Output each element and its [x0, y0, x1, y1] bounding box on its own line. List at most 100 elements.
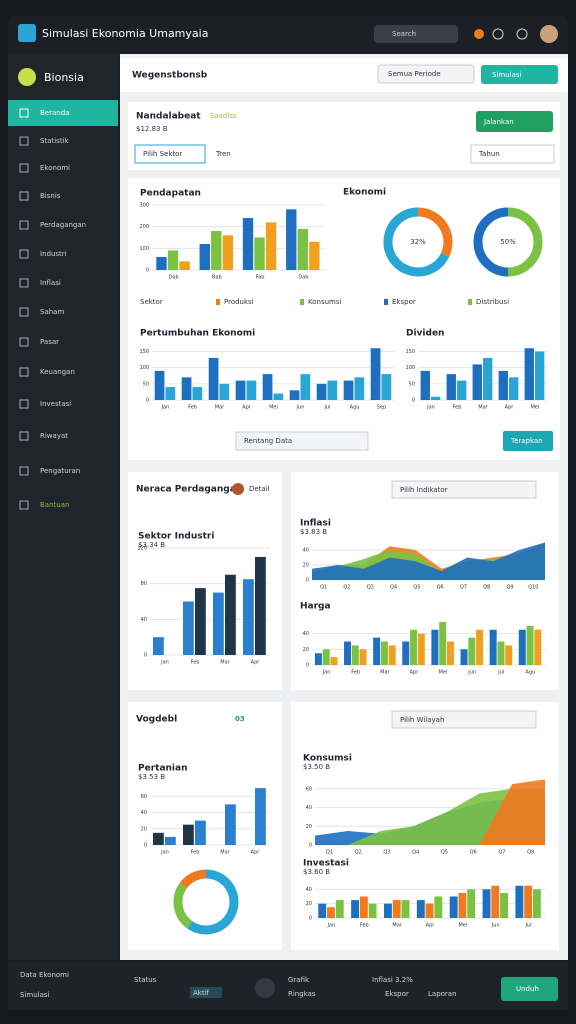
y-tick-label: 40	[141, 617, 147, 623]
y-tick-label: 60	[306, 786, 312, 792]
bar	[246, 380, 257, 400]
bar	[351, 900, 360, 918]
footer-pill	[190, 987, 222, 998]
bar	[489, 629, 497, 665]
bar	[262, 374, 273, 400]
footer-a: Data Ekonomi	[20, 971, 69, 979]
donut-center: 50%	[500, 238, 516, 246]
bar	[213, 592, 224, 655]
menu-active	[8, 100, 118, 126]
run-button[interactable]	[476, 111, 553, 132]
menu-icon	[19, 431, 29, 441]
x-tick-label: Q2	[355, 850, 362, 856]
chart-subtitle: $3.34 B	[138, 541, 165, 549]
menu-item[interactable]: Ekonomi	[40, 164, 70, 172]
region-dropdown[interactable]	[391, 710, 537, 729]
bar	[330, 657, 338, 665]
run-text: Jalankan	[483, 118, 514, 126]
bar	[273, 393, 284, 400]
donut-slice	[186, 869, 239, 935]
bar	[211, 231, 222, 270]
x-tick-label: Mar	[220, 850, 230, 856]
menu-item[interactable]: Beranda	[40, 109, 69, 117]
overview-panel	[128, 178, 560, 460]
legend-label: Sektor	[140, 298, 163, 306]
period-dropdown[interactable]	[377, 64, 475, 84]
simulate-button[interactable]	[481, 65, 558, 84]
menu-item[interactable]: Bantuan	[40, 501, 69, 509]
x-tick-label: Q6	[470, 850, 477, 856]
chart-title: Sektor Industri	[138, 532, 214, 542]
y-tick-label: 0	[146, 268, 149, 274]
menu-item[interactable]: Investasi	[40, 400, 71, 408]
help-icon[interactable]	[516, 28, 528, 40]
menu-icon	[19, 278, 29, 288]
x-tick-label: Q5	[413, 585, 420, 591]
bar	[265, 222, 277, 270]
x-tick-label: Jul	[497, 670, 504, 676]
footer-i: Laporan	[428, 990, 457, 998]
y-tick-label: 20	[141, 826, 147, 832]
menu-item[interactable]: Statistik	[40, 137, 70, 145]
x-tick-label: Feb	[188, 405, 197, 411]
apply-text: Terapkan	[510, 437, 543, 445]
x-tick-label: Jul	[323, 405, 330, 411]
x-tick-label: Q4	[390, 585, 397, 591]
chart-subtitle: $3.60 B	[303, 868, 330, 876]
bar	[208, 357, 219, 400]
download-button[interactable]	[501, 977, 558, 1001]
sector-dropdown[interactable]	[134, 144, 206, 164]
menu-item[interactable]: Pasar	[40, 338, 59, 346]
menu-item[interactable]: Industri	[40, 250, 67, 258]
x-tick-label: Mei	[269, 405, 278, 411]
y-tick-label: 150	[139, 349, 149, 355]
x-tick-label: Feb	[351, 670, 360, 676]
sector-text: Pilih Sektor	[143, 150, 182, 158]
notification[interactable]	[474, 29, 484, 39]
bar	[314, 653, 322, 665]
indicator-dropdown[interactable]	[391, 480, 537, 499]
menu-item[interactable]: Pengaturan	[40, 467, 80, 475]
bar	[316, 383, 327, 400]
x-tick-label: Agu	[350, 405, 360, 411]
settings-icon[interactable]	[492, 28, 504, 40]
bar	[153, 832, 164, 845]
bar	[368, 903, 377, 918]
bar	[518, 629, 526, 665]
trend-tab[interactable]: Tren	[215, 150, 231, 158]
menu-item[interactable]: Keuangan	[40, 368, 75, 376]
bar	[425, 903, 434, 918]
bar	[242, 218, 254, 270]
menu-icon	[19, 500, 29, 510]
avatar[interactable]	[540, 25, 558, 43]
x-tick-label: Q3	[367, 585, 374, 591]
menu-item[interactable]: Inflasi	[40, 279, 61, 287]
menu-item[interactable]: Riwayat	[40, 432, 68, 440]
chart-title: Pertanian	[138, 764, 188, 774]
bar	[380, 641, 388, 665]
menu-item[interactable]: Saham	[40, 308, 64, 316]
bar	[351, 645, 359, 665]
donut-slice	[507, 207, 543, 277]
bar	[153, 637, 164, 655]
bar	[222, 235, 234, 270]
trade-tag[interactable]: Detail	[249, 485, 270, 493]
year-select[interactable]	[470, 144, 555, 164]
menu-item[interactable]: Perdagangan	[40, 221, 86, 229]
play-button[interactable]	[255, 978, 275, 998]
menu-item[interactable]: Bisnis	[40, 192, 61, 200]
bar	[381, 374, 392, 400]
bar	[439, 621, 447, 665]
sidebar	[8, 54, 118, 960]
apply-button[interactable]	[503, 431, 553, 451]
bar	[183, 601, 194, 655]
x-tick-label: Jan	[327, 923, 336, 929]
y-tick-label: 120	[137, 546, 147, 552]
search[interactable]	[374, 25, 458, 43]
y-tick-label: 100	[405, 365, 415, 371]
bar	[467, 889, 476, 918]
range-control[interactable]	[235, 431, 369, 451]
bar	[359, 649, 367, 665]
x-tick-label: Q3	[383, 850, 390, 856]
bar	[344, 641, 352, 665]
